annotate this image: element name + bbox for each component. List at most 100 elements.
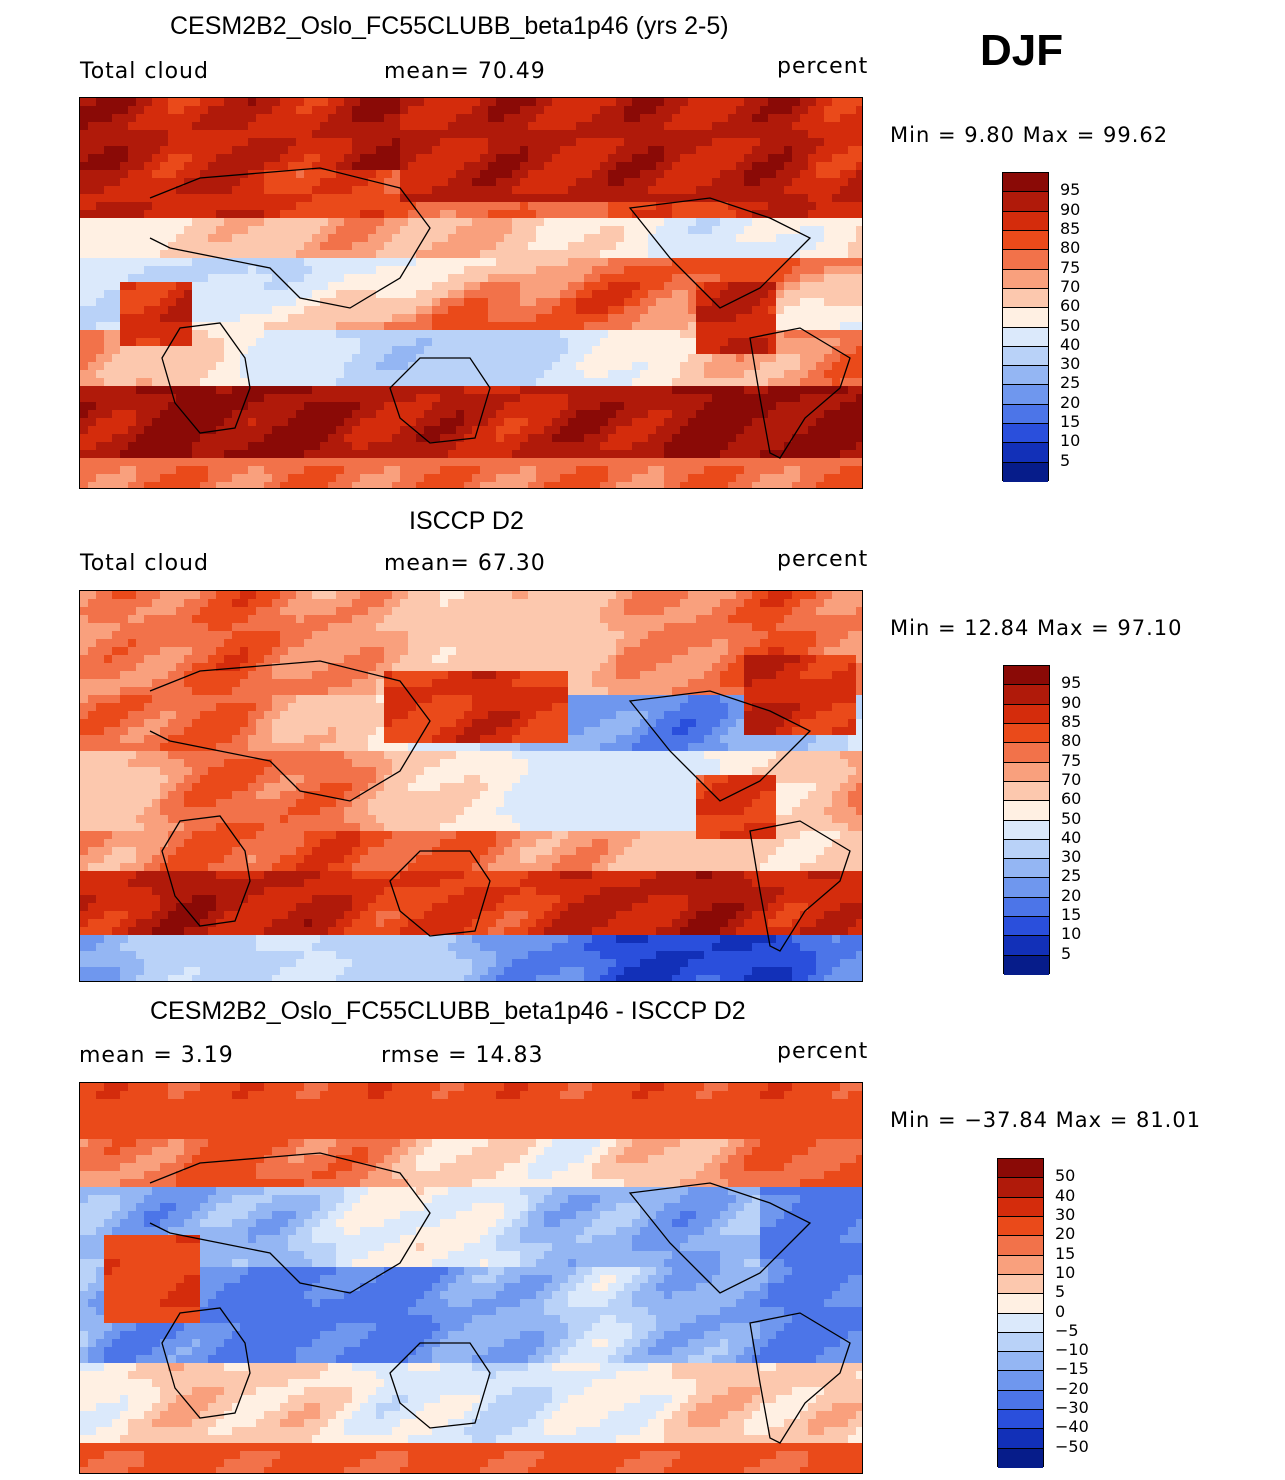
colorbar-swatch	[1003, 211, 1048, 231]
colorbar-tick-label: 40	[1060, 334, 1081, 354]
panel-2-observed-cloud-map	[79, 590, 863, 982]
panel-3-colorbar	[997, 1158, 1044, 1468]
colorbar-tick-label: 5	[1061, 943, 1072, 963]
colorbar-swatch	[1003, 424, 1048, 444]
colorbar-swatch	[998, 1410, 1043, 1430]
colorbar-swatch	[998, 1216, 1043, 1237]
colorbar-tick-label: −40	[1055, 1417, 1089, 1437]
colorbar-tick-label: 70	[1061, 769, 1082, 789]
colorbar-swatch	[998, 1274, 1043, 1295]
panel-3-units-label: percent	[777, 1039, 869, 1064]
colorbar-swatch	[998, 1448, 1043, 1468]
colorbar-swatch	[1003, 443, 1048, 463]
colorbar-swatch	[1003, 230, 1048, 251]
colorbar-tick-label: 30	[1055, 1204, 1076, 1224]
colorbar-tick-label: −15	[1055, 1359, 1089, 1379]
colorbar-tick-label: 50	[1060, 315, 1081, 335]
colorbar-swatch	[1004, 839, 1049, 860]
season-label: DJF	[980, 26, 1064, 75]
colorbar-tick-label: 0	[1055, 1301, 1066, 1321]
panel-2-units-label: percent	[777, 547, 869, 572]
colorbar-swatch	[1003, 269, 1048, 289]
colorbar-swatch	[998, 1429, 1043, 1449]
coastlines	[149, 167, 851, 459]
panel-3-rmse-label: rmse = 14.83	[381, 1043, 544, 1068]
colorbar-tick-label: 95	[1060, 180, 1081, 200]
panel-1-variable-label: Total cloud	[80, 59, 209, 84]
colorbar-tick-label: 10	[1060, 431, 1081, 451]
colorbar-swatch	[998, 1371, 1043, 1391]
colorbar-swatch	[1003, 346, 1048, 367]
colorbar-tick-label: 60	[1060, 296, 1081, 316]
colorbar-swatch	[1004, 859, 1049, 879]
colorbar-swatch	[1004, 917, 1049, 937]
colorbar-tick-label: 5	[1055, 1282, 1066, 1302]
coastlines	[149, 1152, 851, 1444]
colorbar-tick-label: 10	[1055, 1262, 1076, 1282]
colorbar-swatch	[1004, 704, 1049, 724]
colorbar-tick-label: 10	[1061, 924, 1082, 944]
colorbar-swatch	[998, 1197, 1043, 1217]
colorbar-tick-label: −50	[1055, 1436, 1089, 1456]
colorbar-tick-label: 50	[1061, 808, 1082, 828]
colorbar-swatch	[1003, 308, 1048, 328]
colorbar-tick-label: 60	[1061, 789, 1082, 809]
colorbar-swatch	[998, 1390, 1043, 1411]
colorbar-tick-label: 30	[1061, 847, 1082, 867]
colorbar-swatch	[1003, 385, 1048, 405]
colorbar-swatch	[1003, 366, 1048, 386]
colorbar-swatch	[998, 1294, 1043, 1314]
colorbar-swatch	[1003, 250, 1048, 270]
colorbar-tick-label: 75	[1060, 257, 1081, 277]
colorbar-tick-label: 25	[1061, 866, 1082, 886]
colorbar-tick-label: 20	[1055, 1224, 1076, 1244]
colorbar-swatch	[1004, 666, 1049, 686]
colorbar-tick-label: 70	[1060, 276, 1081, 296]
colorbar-tick-label: 50	[1055, 1166, 1076, 1186]
panel-1-units-label: percent	[777, 54, 869, 79]
colorbar-swatch	[998, 1255, 1043, 1275]
colorbar-tick-label: 95	[1061, 673, 1082, 693]
colorbar-swatch	[998, 1352, 1043, 1372]
panel-2-colorbar	[1003, 665, 1050, 975]
colorbar-tick-label: −30	[1055, 1398, 1089, 1418]
colorbar-tick-label: 80	[1060, 238, 1081, 258]
colorbar-swatch	[1004, 801, 1049, 821]
colorbar-tick-label: 15	[1060, 412, 1081, 432]
colorbar-tick-label: 15	[1055, 1243, 1076, 1263]
colorbar-swatch	[1003, 404, 1048, 425]
colorbar-tick-label: 20	[1061, 885, 1082, 905]
colorbar-tick-label: 15	[1061, 905, 1082, 925]
colorbar-swatch	[1004, 685, 1049, 705]
colorbar-swatch	[1004, 897, 1049, 918]
colorbar-swatch	[1003, 327, 1048, 347]
colorbar-tick-label: 80	[1061, 731, 1082, 751]
colorbar-tick-label: 90	[1060, 199, 1081, 219]
colorbar-tick-label: −20	[1055, 1378, 1089, 1398]
colorbar-swatch	[1004, 936, 1049, 956]
colorbar-tick-label: 90	[1061, 692, 1082, 712]
colorbar-swatch	[1004, 743, 1049, 763]
colorbar-tick-label: 25	[1060, 373, 1081, 393]
colorbar-tick-label: 85	[1060, 218, 1081, 238]
panel-3-difference-map	[79, 1082, 863, 1474]
colorbar-swatch	[998, 1332, 1043, 1353]
colorbar-swatch	[1004, 762, 1049, 782]
colorbar-tick-label: −5	[1055, 1320, 1079, 1340]
panel-1-model-cloud-map	[79, 97, 863, 489]
colorbar-swatch	[1003, 192, 1048, 212]
panel-1-mean-label: mean= 70.49	[384, 59, 546, 84]
colorbar-swatch	[1003, 288, 1048, 309]
colorbar-swatch	[1004, 723, 1049, 744]
panel-1-minmax-label: Min = 9.80 Max = 99.62	[890, 123, 1169, 147]
panel-3-mean-label: mean = 3.19	[79, 1043, 234, 1068]
colorbar-tick-label: 20	[1060, 392, 1081, 412]
panel-2-title: ISCCP D2	[409, 507, 524, 535]
colorbar-tick-label: 5	[1060, 450, 1071, 470]
coastlines	[149, 660, 851, 952]
colorbar-tick-label: 40	[1055, 1185, 1076, 1205]
colorbar-swatch	[998, 1178, 1043, 1198]
colorbar-swatch	[1004, 878, 1049, 898]
panel-1-colorbar	[1002, 172, 1049, 482]
colorbar-swatch	[1003, 462, 1048, 482]
